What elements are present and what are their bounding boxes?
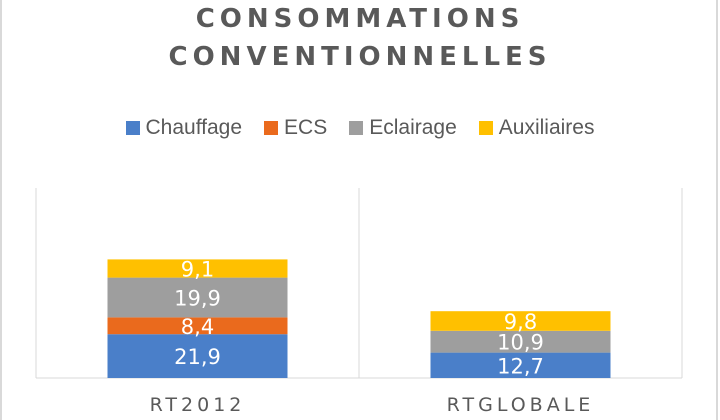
bar-segment-auxiliaires-rtglobale bbox=[430, 311, 611, 331]
legend-label-chauffage: Chauffage bbox=[145, 116, 243, 139]
bar-segment-chauffage-rt2012 bbox=[107, 334, 288, 378]
legend-item-auxiliaires: Auxiliaires bbox=[478, 116, 595, 140]
x-tick-label-rtglobale: RTGLOBALE bbox=[447, 394, 595, 412]
legend-item-chauffage: Chauffage bbox=[125, 116, 243, 140]
data-label-auxiliaires-rt2012: 9,1 bbox=[181, 258, 214, 282]
legend-label-auxiliaires: Auxiliaires bbox=[498, 116, 595, 139]
chart-title-line-1: CONSOMMATIONS bbox=[195, 4, 525, 34]
bar-segment-auxiliaires-rt2012 bbox=[107, 259, 288, 278]
bar-segment-eclairage-rtglobale bbox=[430, 330, 611, 353]
legend-swatch-auxiliaires bbox=[478, 121, 493, 135]
chart-title-line-2: CONVENTIONNELLES bbox=[168, 42, 552, 72]
bar-segment-eclairage-rt2012 bbox=[107, 277, 288, 318]
legend-label-eclairage: Eclairage bbox=[369, 116, 457, 139]
data-label-auxiliaires-rtglobale: 9,8 bbox=[504, 310, 537, 334]
legend-swatch-ecs bbox=[264, 121, 279, 135]
x-tick-label-rt2012: RT2012 bbox=[150, 394, 246, 412]
data-label-eclairage-rt2012: 19,9 bbox=[174, 287, 221, 311]
chart-legend: Chauffage ECS Eclairage Auxiliaires bbox=[0, 116, 720, 140]
data-label-chauffage-rt2012: 21,9 bbox=[174, 345, 221, 369]
data-label-ecs-rt2012: 8,4 bbox=[181, 315, 214, 339]
legend-item-ecs: ECS bbox=[264, 116, 327, 140]
data-label-eclairage-rtglobale: 10,9 bbox=[497, 331, 544, 355]
data-label-chauffage-rtglobale: 12,7 bbox=[497, 354, 544, 378]
legend-item-eclairage: Eclairage bbox=[349, 116, 457, 140]
legend-label-ecs: ECS bbox=[284, 116, 328, 139]
legend-swatch-eclairage bbox=[349, 121, 364, 135]
bar-segment-chauffage-rtglobale bbox=[430, 352, 611, 378]
legend-swatch-chauffage bbox=[125, 121, 140, 135]
bar-segment-ecs-rt2012 bbox=[107, 317, 288, 335]
